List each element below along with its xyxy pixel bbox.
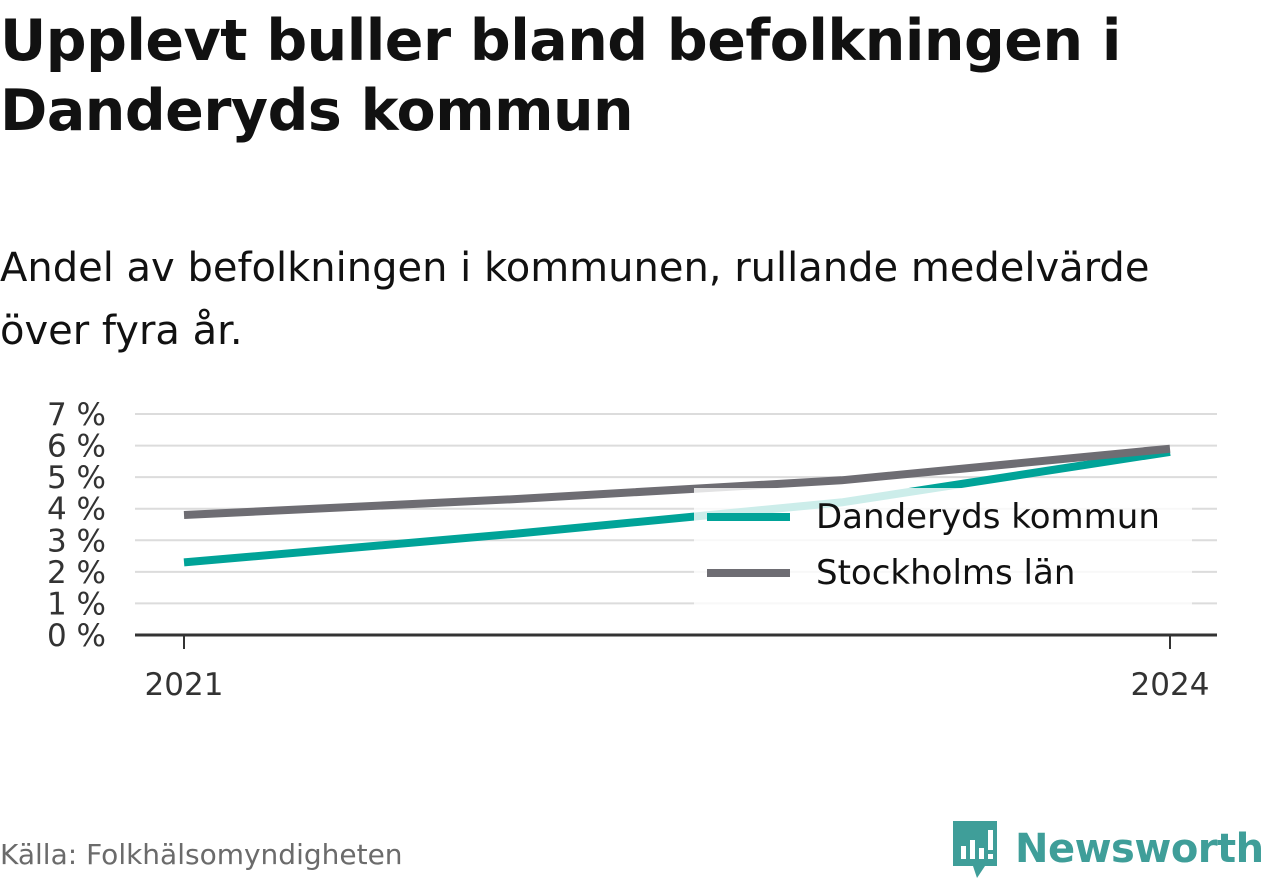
brand-name: Newsworthy <box>1015 826 1262 872</box>
line-chart: 0 %1 %2 %3 %4 %5 %6 %7 % 2021 2024 Dander… <box>47 397 1217 703</box>
brand-logo: Newsworthy <box>951 818 1262 880</box>
series-line-1 <box>183 444 1171 520</box>
y-tick-label: 0 % <box>47 618 106 654</box>
y-tick-label: 1 % <box>47 586 106 622</box>
x-axis-ticks: 2021 2024 <box>145 635 1210 703</box>
y-tick-label: 7 % <box>47 397 106 433</box>
legend-label: Stockholms län <box>816 553 1075 593</box>
chart-subtitle: Andel av befolkningen i kommunen, rullan… <box>0 245 1150 354</box>
x-tick-label: 2024 <box>1131 667 1210 703</box>
y-tick-label: 3 % <box>47 523 106 559</box>
source-note: Källa: Folkhälsomyndigheten <box>0 838 403 871</box>
legend-background <box>694 488 1192 606</box>
newsworthy-logo-icon <box>953 821 997 878</box>
legend-label: Danderyds kommun <box>816 497 1160 537</box>
legend: Danderyds kommun Stockholms län <box>694 488 1192 606</box>
x-tick-label: 2021 <box>145 667 224 703</box>
series-lines <box>183 444 1171 567</box>
y-tick-label: 5 % <box>47 460 106 496</box>
series-line-0 <box>183 447 1171 567</box>
chart-title: Upplevt buller bland befolkningen i Dand… <box>0 8 1121 144</box>
y-tick-label: 4 % <box>47 492 106 528</box>
y-tick-label: 2 % <box>47 555 106 591</box>
y-axis-ticks: 0 %1 %2 %3 %4 %5 %6 %7 % <box>47 397 106 654</box>
y-tick-label: 6 % <box>47 429 106 465</box>
